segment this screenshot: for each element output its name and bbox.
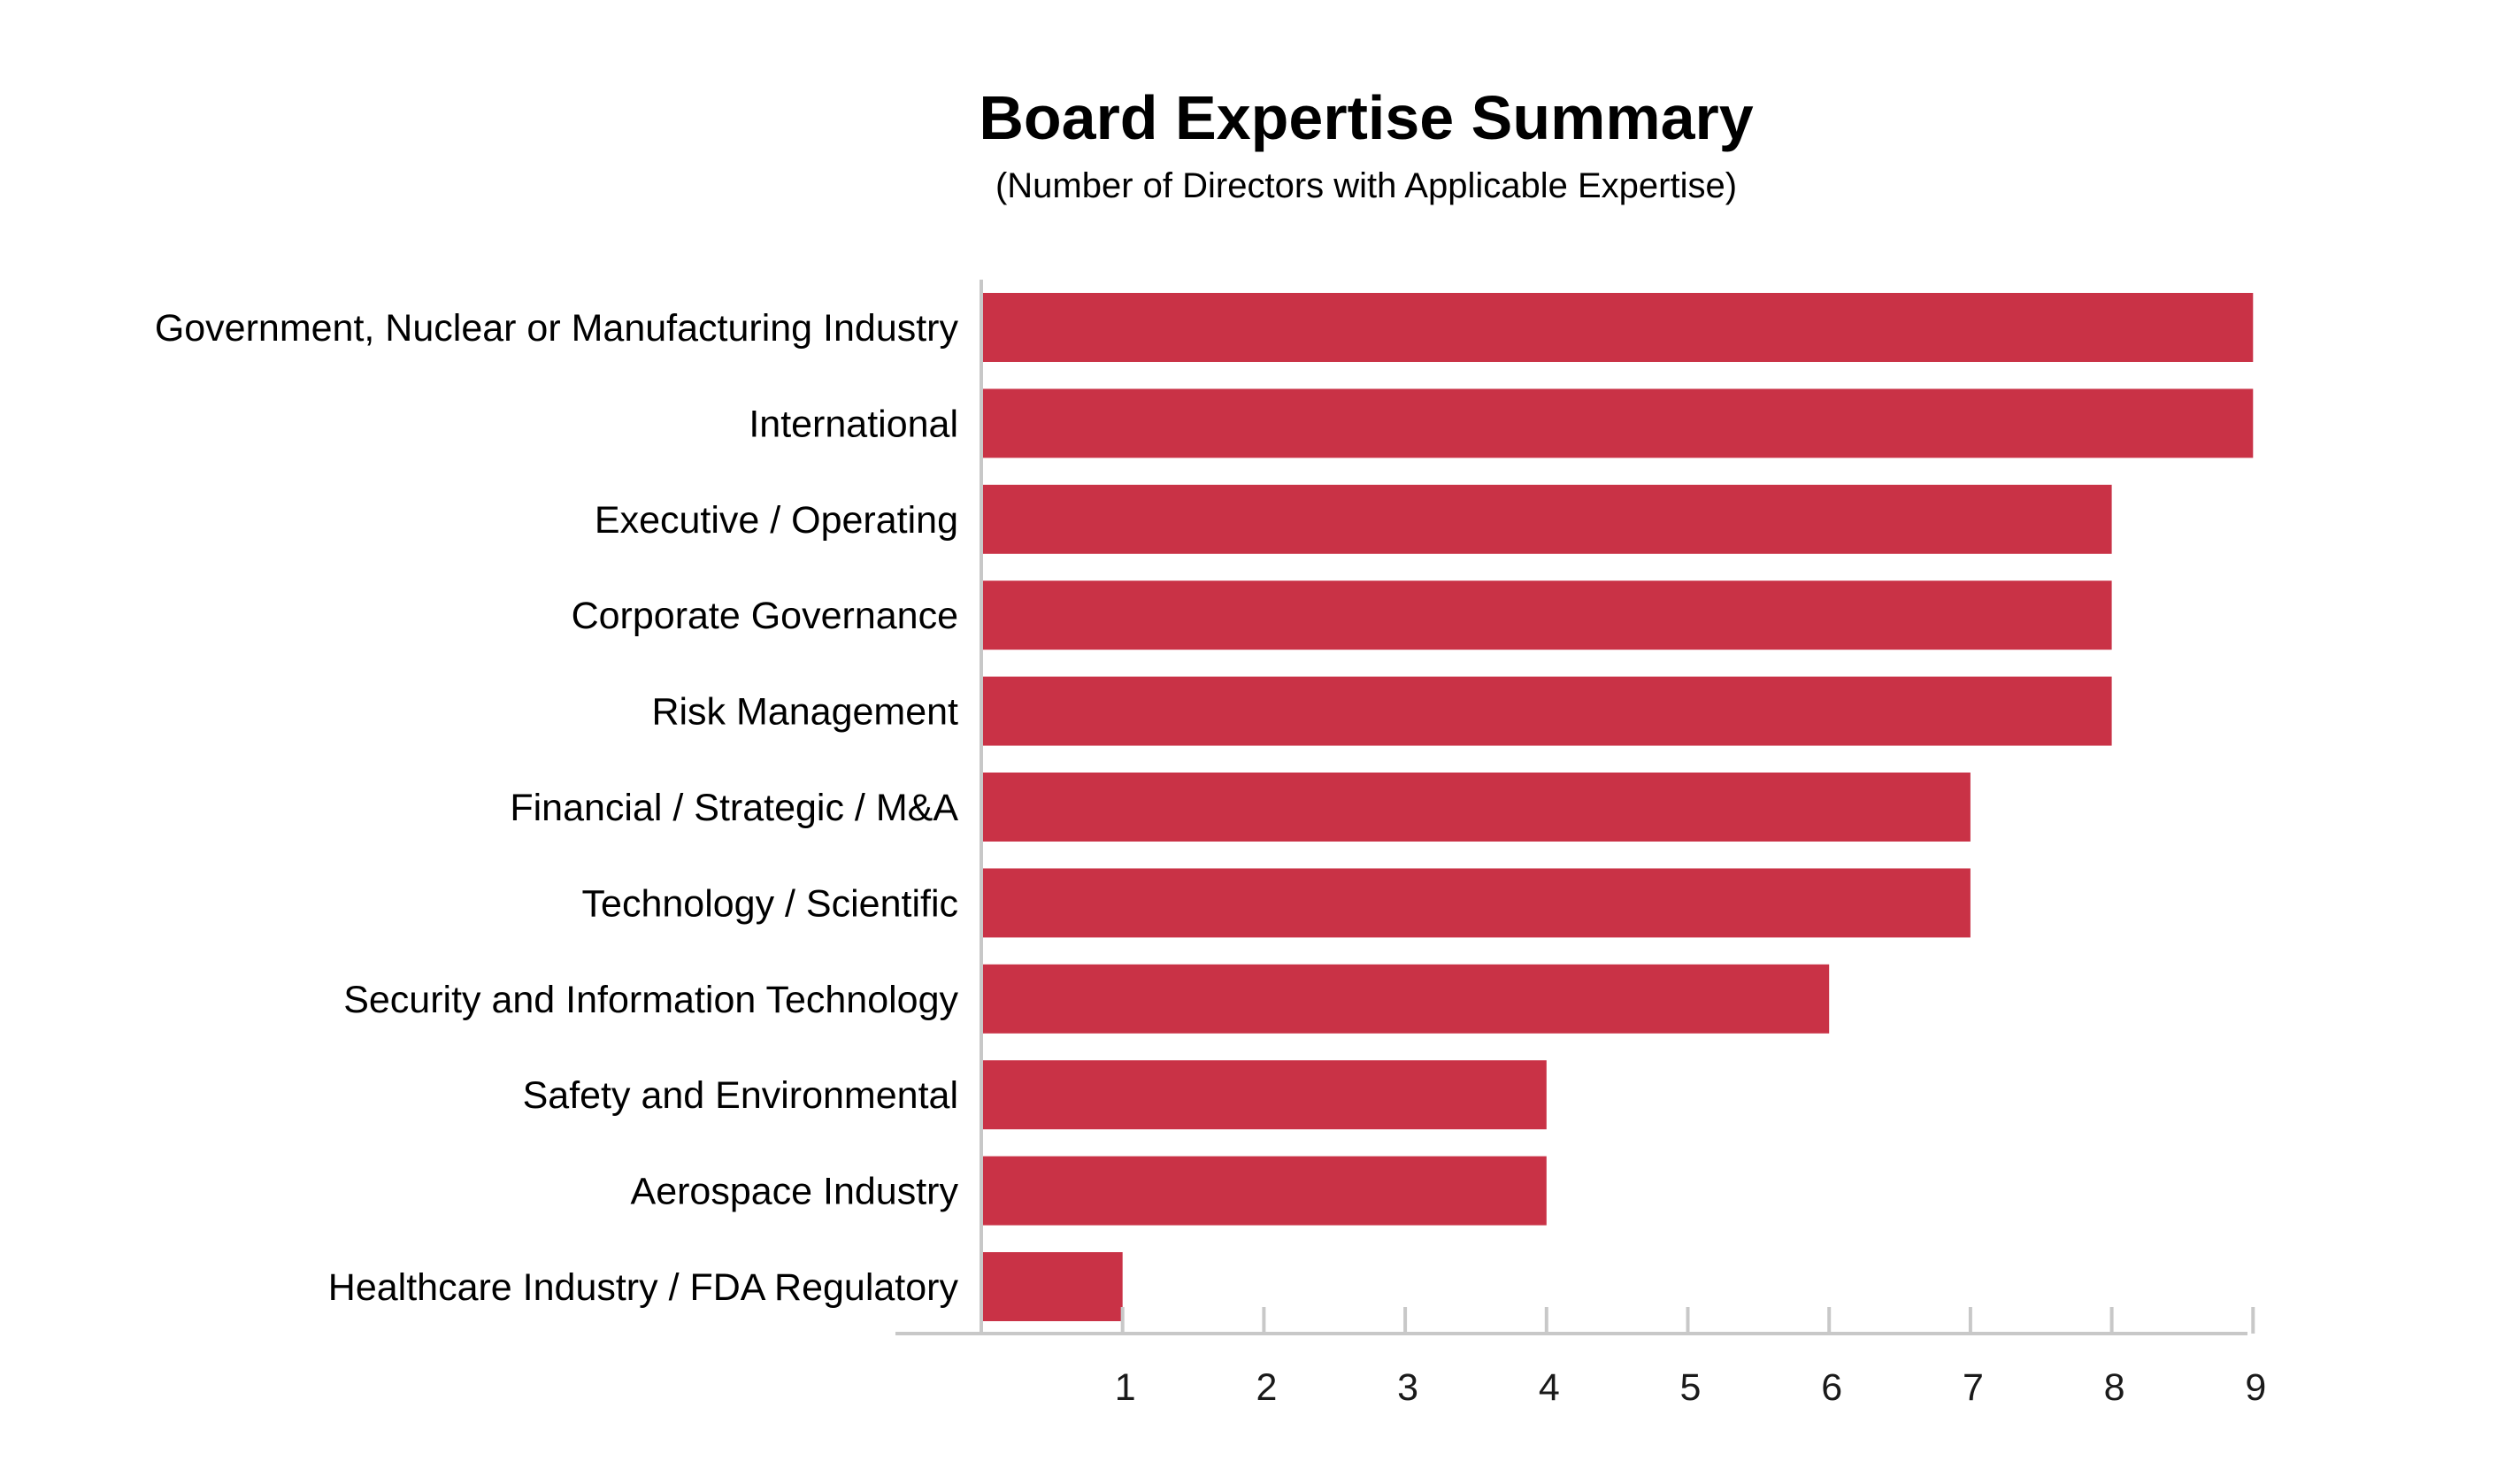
bar [981, 868, 1971, 938]
chart-title: Board Expertise Summary [979, 83, 1754, 152]
bar [981, 484, 2112, 554]
category-label: Government, Nuclear or Manufacturing Ind… [155, 307, 959, 350]
bar [981, 964, 1830, 1034]
bar [981, 581, 2112, 650]
category-label: Corporate Governance [572, 595, 958, 637]
category-label: Executive / Operating [595, 499, 958, 542]
x-tick-label: 1 [1115, 1366, 1136, 1409]
x-tick-label: 9 [2245, 1366, 2266, 1409]
x-tick-label: 8 [2104, 1366, 2125, 1409]
bar [981, 1156, 1547, 1226]
bars-layer [981, 293, 2254, 1321]
category-labels: Government, Nuclear or Manufacturing Ind… [155, 307, 959, 1309]
x-tick-label: 5 [1680, 1366, 1702, 1409]
category-label: Financial / Strategic / M&A [510, 787, 958, 829]
category-label: Aerospace Industry [631, 1171, 959, 1213]
bar [981, 1060, 1547, 1130]
bar [981, 388, 2254, 458]
x-tick-label: 4 [1539, 1366, 1560, 1409]
bar [981, 293, 2254, 362]
x-tick-label: 7 [1963, 1366, 1984, 1409]
category-label: Safety and Environmental [523, 1074, 958, 1117]
category-label: Risk Management [651, 691, 958, 734]
bar [981, 773, 1971, 842]
category-label: International [749, 403, 958, 445]
chart-subtitle: (Number of Directors with Applicable Exp… [995, 166, 1738, 205]
axes: 1 2 3 4 5 6 7 8 9 [895, 280, 2266, 1409]
x-tick-label: 2 [1256, 1366, 1277, 1409]
category-label: Security and Information Technology [343, 979, 958, 1021]
category-label: Technology / Scientific [582, 882, 958, 925]
x-tick-label: 3 [1397, 1366, 1418, 1409]
x-tick-label: 6 [1821, 1366, 1842, 1409]
category-label: Healthcare Industry / FDA Regulatory [328, 1266, 959, 1309]
bar [981, 676, 2112, 746]
bar [981, 1252, 1123, 1321]
